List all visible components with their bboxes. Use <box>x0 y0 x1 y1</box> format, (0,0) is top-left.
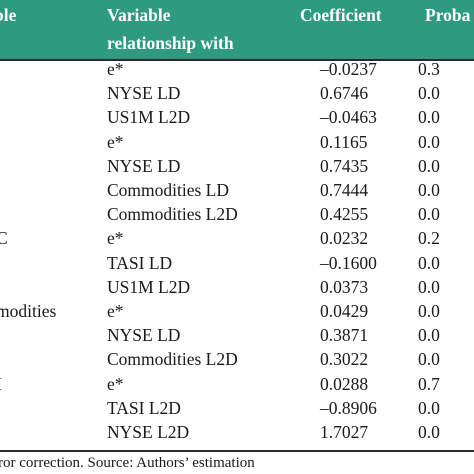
table-row: Commodities L2D 0.4255 0.0 <box>0 202 474 226</box>
row-variable: US1M L2D <box>107 276 191 297</box>
row-probability: 0.3 <box>418 59 440 79</box>
row-variable: NYSE LD <box>107 83 181 104</box>
header-variable-line1: Variable <box>107 5 171 25</box>
row-coefficient: 0.0373 <box>320 276 369 297</box>
row-probability: 0.0 <box>418 422 440 442</box>
row-dependent-variable: modities <box>0 301 57 321</box>
row-coefficient: 0.7444 <box>320 180 369 200</box>
header-dependent-variable: ble <box>0 5 17 25</box>
row-coefficient: –0.0237 <box>320 59 377 79</box>
row-variable: e* <box>107 373 124 394</box>
row-dependent-variable: I <box>0 372 2 396</box>
header-bottom-rule <box>0 59 474 61</box>
table-header: ble Variable relationship with Coefficie… <box>0 0 474 59</box>
row-coefficient: –0.0463 <box>320 107 377 128</box>
row-dependent-variable: C <box>0 228 8 249</box>
table-row: e* –0.0237 0.3 <box>0 57 474 81</box>
row-coefficient: 0.0288 <box>320 373 369 394</box>
header-variable-line2: relationship with <box>107 33 234 53</box>
table-row: modities e* 0.0429 0.0 <box>0 299 474 323</box>
row-probability: 0.7 <box>418 373 440 394</box>
table-footnote: ror correction. Source: Authors’ estimat… <box>0 455 255 471</box>
row-coefficient: 0.6746 <box>320 83 369 104</box>
row-probability: 0.0 <box>418 204 440 225</box>
row-probability: 0.0 <box>418 301 440 321</box>
row-variable: e* <box>107 59 124 79</box>
table-row: NYSE L2D 1.7027 0.0 <box>0 420 474 444</box>
row-probability: 0.0 <box>418 252 440 273</box>
row-coefficient: 0.1165 <box>320 131 368 152</box>
table-row: Ie* 0.0288 0.7 <box>0 372 474 396</box>
row-variable: e* <box>107 228 124 249</box>
table-bottom-rule <box>0 450 474 452</box>
table-row: NYSE LD 0.7435 0.0 <box>0 154 474 178</box>
header-coefficient: Coefficient <box>300 5 382 25</box>
table-row: NYSE LD 0.3871 0.0 <box>0 323 474 347</box>
row-variable: TASI L2D <box>107 397 181 418</box>
row-probability: 0.0 <box>418 155 440 176</box>
row-variable: e* <box>107 301 124 321</box>
row-variable: NYSE L2D <box>107 422 190 442</box>
table-row: Commodities LD 0.7444 0.0 <box>0 178 474 202</box>
row-probability: 0.2 <box>418 228 440 249</box>
row-probability: 0.0 <box>418 131 440 152</box>
row-coefficient: 0.7435 <box>320 155 369 176</box>
row-probability: 0.0 <box>418 276 440 297</box>
row-probability: 0.0 <box>418 180 440 200</box>
table-row: Commodities L2D 0.3022 0.0 <box>0 347 474 371</box>
table-row: NYSE LD 0.6746 0.0 <box>0 81 474 105</box>
row-coefficient: 1.7027 <box>320 422 369 442</box>
row-variable: Commodities L2D <box>107 204 238 225</box>
row-coefficient: 0.4255 <box>320 204 369 225</box>
row-coefficient: –0.1600 <box>320 252 377 273</box>
row-coefficient: 0.0429 <box>320 301 369 321</box>
row-probability: 0.0 <box>418 83 440 104</box>
row-coefficient: 0.0232 <box>320 228 369 249</box>
row-variable: NYSE LD <box>107 325 181 346</box>
row-probability: 0.0 <box>418 397 440 418</box>
table-row: TASI L2D –0.8906 0.0 <box>0 396 474 420</box>
row-probability: 0.0 <box>418 325 440 346</box>
row-variable: Commodities L2D <box>107 349 238 370</box>
table-row: TASI LD –0.1600 0.0 <box>0 251 474 275</box>
row-probability: 0.0 <box>418 107 440 128</box>
table-row: US1M L2D –0.0463 0.0 <box>0 105 474 129</box>
row-coefficient: –0.8906 <box>320 397 377 418</box>
table-row: US1M L2D 0.0373 0.0 <box>0 275 474 299</box>
header-probability: Proba <box>425 5 471 25</box>
row-variable: e* <box>107 131 124 152</box>
row-variable: US1M L2D <box>107 107 191 128</box>
row-variable: NYSE LD <box>107 155 181 176</box>
row-coefficient: 0.3022 <box>320 349 369 370</box>
row-coefficient: 0.3871 <box>320 325 369 346</box>
row-variable: Commodities LD <box>107 180 230 200</box>
table-row: e* 0.1165 0.0 <box>0 130 474 154</box>
row-probability: 0.0 <box>418 349 440 370</box>
row-variable: TASI LD <box>107 252 173 273</box>
